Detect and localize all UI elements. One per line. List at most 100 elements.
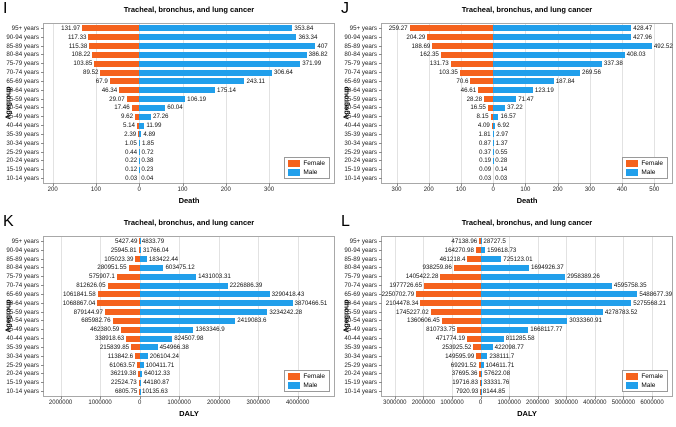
- y-tick-label: 25-29 years: [344, 148, 377, 156]
- y-tick-label: 45-49 years: [344, 113, 377, 121]
- gridline: [460, 24, 462, 183]
- female-value-label: 471774.19: [435, 335, 466, 343]
- female-value-label: 338918.63: [94, 335, 125, 343]
- x-tick-label: 3000000: [246, 400, 270, 406]
- plot-area: 200 100 0 100 200 300 95+ years 131.97 353.84 90-…: [6, 23, 335, 193]
- male-value-label: 159618.73: [487, 246, 517, 254]
- bar-female: [104, 309, 140, 316]
- bar-male: [493, 25, 632, 32]
- y-tick-label: 90-94 years: [6, 246, 39, 254]
- male-value-label: 454966.38: [159, 343, 189, 351]
- male-value-label: 0.28: [495, 157, 508, 165]
- y-tick-mark: [379, 116, 382, 118]
- y-tick-mark: [379, 391, 382, 393]
- bar-female: [126, 335, 140, 342]
- y-tick-label: 80-84 years: [6, 264, 39, 272]
- x-tick-label: 4000000: [583, 400, 607, 406]
- bar-male: [493, 51, 625, 58]
- female-value-label: 259.27: [388, 24, 408, 32]
- x-tick-label: 2000000: [206, 400, 231, 406]
- bar-female: [478, 362, 481, 369]
- x-tick-mark: [428, 183, 430, 186]
- bar-female: [100, 69, 140, 76]
- bar-female: [473, 344, 481, 351]
- legend-label: Male: [303, 382, 318, 389]
- legend-label: Female: [641, 160, 663, 167]
- x-tick-mark: [297, 396, 299, 399]
- female-value-label: 1745227.02: [396, 308, 429, 316]
- bar-female: [116, 273, 140, 280]
- female-value-label: 204.29: [406, 33, 426, 41]
- bar-male: [480, 273, 566, 280]
- legend: Female Male: [622, 370, 668, 392]
- female-value-label: 69291.52: [450, 361, 477, 369]
- y-tick-mark: [41, 258, 44, 260]
- x-axis-label: DALY: [517, 409, 537, 418]
- bar-male: [139, 273, 197, 280]
- y-tick-mark: [379, 107, 382, 109]
- female-value-label: 0.87: [478, 139, 491, 147]
- bar-male: [493, 43, 652, 50]
- bar-male: [493, 60, 602, 67]
- bar-female: [487, 104, 494, 111]
- bar-male: [480, 344, 493, 351]
- x-tick-label: 200: [423, 187, 434, 193]
- y-tick-label: 35-39 years: [344, 343, 377, 351]
- male-value-label: 428.47: [633, 24, 653, 32]
- gridline: [493, 24, 495, 183]
- bar-female: [479, 238, 481, 245]
- y-tick-label: 65-69 years: [6, 290, 39, 298]
- y-tick-label: 40-44 years: [344, 335, 377, 343]
- bar-male: [139, 326, 194, 333]
- y-tick-mark: [41, 249, 44, 251]
- y-tick-mark: [379, 160, 382, 162]
- x-tick-mark: [179, 396, 181, 399]
- y-tick-mark: [41, 373, 44, 375]
- y-tick-mark: [379, 267, 382, 269]
- x-tick-mark: [269, 183, 271, 186]
- x-tick-label: 1000000: [88, 400, 112, 406]
- female-value-label: 46.61: [460, 86, 477, 94]
- y-tick-mark: [41, 364, 44, 366]
- female-value-label: 149595.99: [445, 352, 475, 360]
- x-tick-label: 200: [220, 187, 231, 193]
- gridline: [423, 237, 425, 396]
- bar-male: [480, 256, 502, 263]
- male-value-label: 44180.87: [143, 379, 170, 387]
- gridline: [218, 237, 220, 396]
- male-value-label: 16.57: [500, 113, 516, 121]
- y-tick-mark: [379, 276, 382, 278]
- gridline: [652, 237, 653, 396]
- y-tick-mark: [379, 285, 382, 287]
- bar-male: [139, 104, 166, 111]
- bar-female: [430, 309, 481, 316]
- bar-female: [131, 104, 140, 111]
- gridline: [269, 24, 271, 183]
- bar-female: [135, 353, 140, 360]
- y-tick-label: 65-69 years: [344, 290, 377, 298]
- male-value-label: 353.84: [294, 24, 314, 32]
- y-tick-label: 60-64 years: [6, 86, 39, 94]
- male-value-label: 427.96: [633, 33, 652, 41]
- female-value-label: 2250702.79: [381, 290, 415, 298]
- bar-male: [139, 370, 143, 377]
- female-swatch-icon: [288, 160, 301, 167]
- y-tick-label: 35-39 years: [6, 130, 39, 138]
- y-tick-mark: [41, 36, 44, 38]
- legend: Female Male: [284, 370, 330, 392]
- y-tick-label: 60-64 years: [6, 299, 39, 307]
- male-value-label: 123.19: [534, 86, 554, 94]
- male-value-label: 0.04: [141, 175, 154, 183]
- y-tick-mark: [41, 382, 44, 384]
- female-value-label: 575907.1: [89, 273, 115, 281]
- bar-female: [492, 131, 494, 138]
- y-tick-label: 70-74 years: [6, 282, 39, 290]
- legend-label: Male: [303, 169, 318, 176]
- panel-J: J Tracheal, bronchus, and lung cancer Ageg…: [338, 0, 676, 213]
- y-tick-label: 10-14 years: [344, 175, 377, 183]
- bar-female: [119, 87, 140, 94]
- x-tick-mark: [452, 396, 453, 399]
- bar-male: [139, 353, 148, 360]
- y-tick-label: 95+ years: [11, 237, 39, 245]
- bar-male: [139, 25, 293, 32]
